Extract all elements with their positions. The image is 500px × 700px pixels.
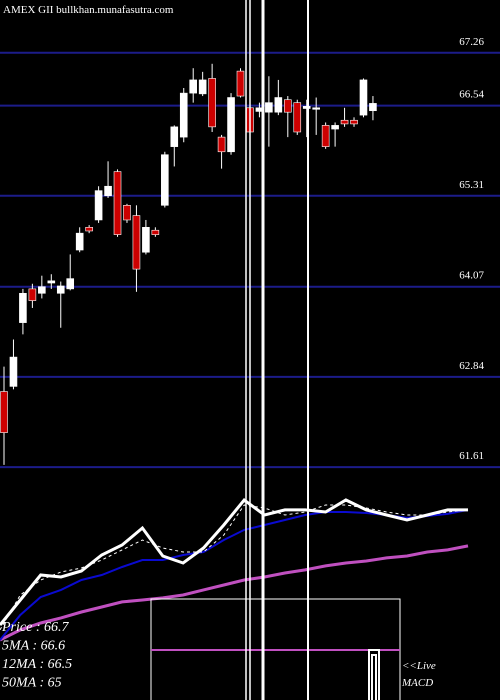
candle-body xyxy=(179,92,188,138)
series-line xyxy=(0,544,469,642)
candle-body xyxy=(104,185,112,197)
candle-body xyxy=(19,292,27,323)
candle-body xyxy=(132,215,141,270)
y-tick-label: 64.07 xyxy=(459,270,484,282)
candle-body xyxy=(350,119,358,125)
candle-body xyxy=(113,171,122,235)
y-tick-label: 65.31 xyxy=(459,179,484,191)
y-tick-label: 62.84 xyxy=(459,360,484,372)
candle-body xyxy=(293,102,302,133)
legend-entry: Price : 66.7 xyxy=(1,620,69,635)
candle-body xyxy=(217,136,226,153)
candle-body xyxy=(38,286,46,294)
legend-entry: 5MA : 66.6 xyxy=(2,639,65,654)
y-tick-label: 61.61 xyxy=(459,450,484,462)
candle-body xyxy=(123,205,131,221)
candle-body xyxy=(28,288,37,301)
candle-body xyxy=(0,391,8,433)
macd-label: MACD xyxy=(401,677,433,689)
legend-entry: 50MA : 65 xyxy=(2,676,62,691)
candle-body xyxy=(274,97,283,113)
candle-body xyxy=(94,190,103,221)
y-tick-label: 67.26 xyxy=(459,36,484,48)
candle-body xyxy=(75,232,84,251)
candle-body xyxy=(56,285,65,294)
series-line xyxy=(0,504,469,631)
candle-body xyxy=(170,126,179,147)
indicator-lines xyxy=(0,497,469,642)
candle-body xyxy=(340,119,349,125)
candle-body xyxy=(265,102,273,113)
candle-body xyxy=(283,99,292,113)
chart-title: AMEX GII bullkhan.munafasutra.com xyxy=(3,4,174,16)
candle-body xyxy=(302,106,311,109)
candle-body xyxy=(331,125,339,130)
candle-body xyxy=(369,103,377,112)
candle-body xyxy=(9,356,18,387)
candle-body xyxy=(189,79,197,94)
candle-body xyxy=(236,70,245,97)
y-tick-label: 66.54 xyxy=(459,89,484,101)
candle-body xyxy=(359,79,368,116)
candle-body xyxy=(85,227,93,232)
candle-body xyxy=(321,125,330,147)
candle-body xyxy=(198,79,207,95)
candles xyxy=(0,63,377,465)
candle-body xyxy=(142,227,150,253)
series-line xyxy=(0,497,468,626)
macd-spike xyxy=(368,649,380,700)
candle-body xyxy=(208,78,216,128)
legend: Price : 66.7 5MA : 66.6 12MA : 66.5 50MA : … xyxy=(1,620,72,691)
legend-entry: 12MA : 66.5 xyxy=(2,657,72,672)
candle-body xyxy=(312,107,320,110)
candle-body xyxy=(161,154,169,206)
candle-body xyxy=(47,280,56,284)
live-label: <<Live xyxy=(402,660,436,672)
candle-body xyxy=(227,97,235,153)
candle-body xyxy=(151,229,160,235)
candle-body xyxy=(66,278,75,290)
